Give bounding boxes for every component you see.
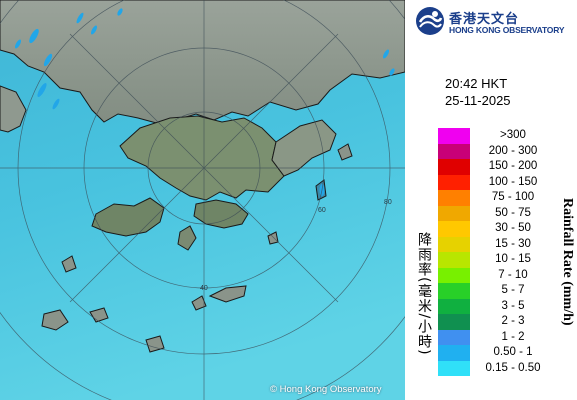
legend-range-label: 200 - 300 [488,144,538,157]
legend-swatch [438,329,470,345]
legend-range-label: 30 - 50 [495,222,531,234]
org-name-chinese: 香港天文台 [449,12,520,27]
hong-kong-island [193,199,249,229]
legend-row: 3 - 5 [438,298,577,314]
legend-range-label: 150 - 200 [488,160,538,172]
legend-row: 0.50 - 1 [438,345,577,361]
legend-row: 100 - 150 [438,174,577,190]
legend-range-label: 15 - 30 [495,237,531,250]
legend-range-label: 2 - 3 [501,315,525,327]
observation-date: 25-11-2025 [445,93,511,108]
legend-swatch [438,190,470,206]
legend-swatch [438,174,470,190]
legend-swatch [438,128,470,144]
legend-row: 10 - 15 [438,252,577,268]
southern-island-5 [145,335,165,353]
lamma-island [177,225,197,251]
legend-row: 50 - 75 [438,205,577,221]
legend-row: 30 - 50 [438,221,577,237]
legend-swatch [438,205,470,221]
legend-row: 2 - 3 [438,314,577,330]
legend-range-label: >300 [500,129,526,141]
legend-swatch [438,314,470,330]
legend-swatch [438,143,470,159]
rain-echoes [14,8,395,196]
ring-label-80: 80 [384,199,392,206]
info-panel: 香港天文台 HONG KONG OBSERVATORY 20:42 HKT 25… [405,0,577,400]
copyright-notice: © Hong Kong Observatory [270,384,382,395]
legend-row: 7 - 10 [438,267,577,283]
legend-range-label: 50 - 75 [495,206,531,219]
observation-time: 20:42 HKT [445,76,508,91]
legend-row: >300 [438,128,577,144]
ring-label-60: 60 [318,207,326,214]
legend-range-label: 3 - 5 [501,299,525,312]
ring-labels: 40 60 80 [200,199,392,292]
legend-row: 1 - 2 [438,329,577,345]
legend-swatch [438,345,470,361]
southern-island-6 [61,255,77,273]
southern-island-2 [191,295,207,311]
map-canvas: 40 60 80 [0,0,405,400]
legend-range-label: 5 - 7 [501,284,525,296]
legend-swatch [438,159,470,175]
legend-title-english: Rainfall Rate (mm/h) [560,198,575,326]
small-island-1 [337,143,353,161]
legend-row: 150 - 200 [438,159,577,175]
legend-row: 15 - 30 [438,236,577,252]
legend-row: 200 - 300 [438,143,577,159]
hko-logo[interactable]: 香港天文台 HONG KONG OBSERVATORY [413,6,577,36]
legend-title-chinese: 降雨率(毫米/小時) [416,232,432,356]
new-territories [119,115,285,201]
legend-range-label: 1 - 2 [501,330,525,343]
range-rings [0,0,405,400]
legend-range-label: 100 - 150 [488,175,538,188]
legend-range-label: 0.50 - 1 [493,346,533,358]
legend-swatch [438,298,470,314]
legend-row: 0.15 - 0.50 [438,360,577,376]
radar-map[interactable]: 40 60 80 © Hong Kong Observatory [0,0,405,400]
legend-swatch [438,221,470,237]
legend-swatch [438,360,470,376]
legend-swatch [438,283,470,299]
legend-range-label: 75 - 100 [491,191,535,203]
legend-swatch [438,236,470,252]
southern-island-3 [41,309,69,331]
western-land [0,85,27,133]
legend-row: 75 - 100 [438,190,577,206]
legend-swatch [438,252,470,268]
southern-island-1 [208,285,247,303]
legend-swatch [438,267,470,283]
hko-logo-icon [416,7,444,35]
legend-range-label: 0.15 - 0.50 [485,361,541,374]
legend-range-label: 10 - 15 [495,253,531,265]
legend-range-label: 7 - 10 [498,268,528,281]
ring-label-40: 40 [200,285,208,292]
legend-row: 5 - 7 [438,283,577,299]
org-name-english: HONG KONG OBSERVATORY [449,25,565,35]
